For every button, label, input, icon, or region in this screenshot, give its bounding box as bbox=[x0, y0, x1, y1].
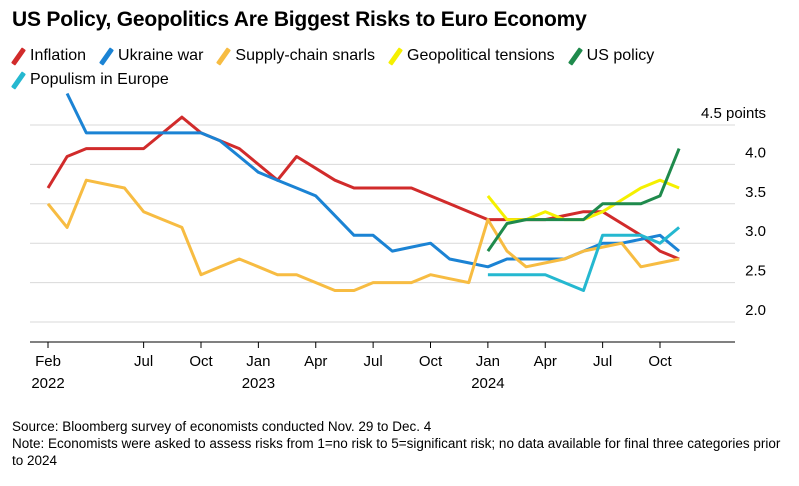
y-tick-label-2: 2.0 bbox=[745, 302, 766, 319]
legend-row-2: Populism in Europe bbox=[11, 68, 772, 92]
legend-item-geopolitical: Geopolitical tensions bbox=[388, 46, 555, 66]
x-tick-label-jan-3: Jan bbox=[246, 353, 270, 370]
footer: Source: Bloomberg survey of economists c… bbox=[12, 418, 787, 469]
series-line-us-policy bbox=[486, 148, 681, 252]
legend-label-geopolitical: Geopolitical tensions bbox=[407, 47, 555, 64]
methodology-note: Note: Economists were asked to assess ri… bbox=[12, 436, 781, 468]
x-year-label-2024: 2024 bbox=[471, 375, 504, 392]
x-tick-label-feb-0: Feb bbox=[35, 353, 61, 370]
y-tick-label-4-5: 4.5 points bbox=[701, 105, 766, 122]
legend-label-inflation: Inflation bbox=[30, 47, 87, 64]
x-tick-label-jul-1: Jul bbox=[134, 353, 153, 370]
source-note: Source: Bloomberg survey of economists c… bbox=[12, 419, 432, 434]
x-year-label-2023: 2023 bbox=[242, 375, 275, 392]
x-tick-label-oct-2: Oct bbox=[189, 353, 213, 370]
y-tick-label-2-5: 2.5 bbox=[745, 263, 766, 280]
y-tick-label-3: 3.0 bbox=[745, 223, 766, 240]
legend-item-inflation: Inflation bbox=[11, 46, 87, 66]
x-tick-label-oct-10: Oct bbox=[648, 353, 672, 370]
x-tick-label-apr-4: Apr bbox=[304, 353, 327, 370]
chart-title: US Policy, Geopolitics Are Biggest Risks… bbox=[12, 8, 587, 31]
y-tick-label-3-5: 3.5 bbox=[745, 184, 766, 201]
series-line-inflation bbox=[46, 115, 680, 261]
x-tick-label-oct-6: Oct bbox=[419, 353, 443, 370]
series-line-ukraine-war bbox=[65, 92, 681, 269]
legend-item-us-policy: US policy bbox=[567, 46, 655, 66]
x-tick-label-jul-9: Jul bbox=[593, 353, 612, 370]
x-tick-label-apr-8: Apr bbox=[534, 353, 557, 370]
legend-label-supply-chain: Supply-chain snarls bbox=[235, 47, 376, 64]
series-line-populism-in-europe bbox=[487, 226, 681, 292]
x-year-label-2022: 2022 bbox=[31, 375, 64, 392]
legend: Inflation Ukraine war Supply-chain snarl… bbox=[11, 44, 772, 92]
legend-label-us-policy: US policy bbox=[586, 47, 655, 64]
legend-item-supply-chain: Supply-chain snarls bbox=[216, 46, 376, 66]
legend-item-populism: Populism in Europe bbox=[11, 70, 169, 90]
legend-item-ukraine-war: Ukraine war bbox=[99, 46, 204, 66]
legend-label-ukraine-war: Ukraine war bbox=[118, 47, 204, 64]
legend-row-1: Inflation Ukraine war Supply-chain snarl… bbox=[11, 44, 772, 68]
x-tick-label-jan-7: Jan bbox=[476, 353, 500, 370]
y-tick-label-4: 4.0 bbox=[745, 144, 766, 161]
x-tick-label-jul-5: Jul bbox=[364, 353, 383, 370]
series-line-supply-chain-snarls bbox=[46, 178, 680, 292]
legend-label-populism: Populism in Europe bbox=[30, 71, 169, 88]
